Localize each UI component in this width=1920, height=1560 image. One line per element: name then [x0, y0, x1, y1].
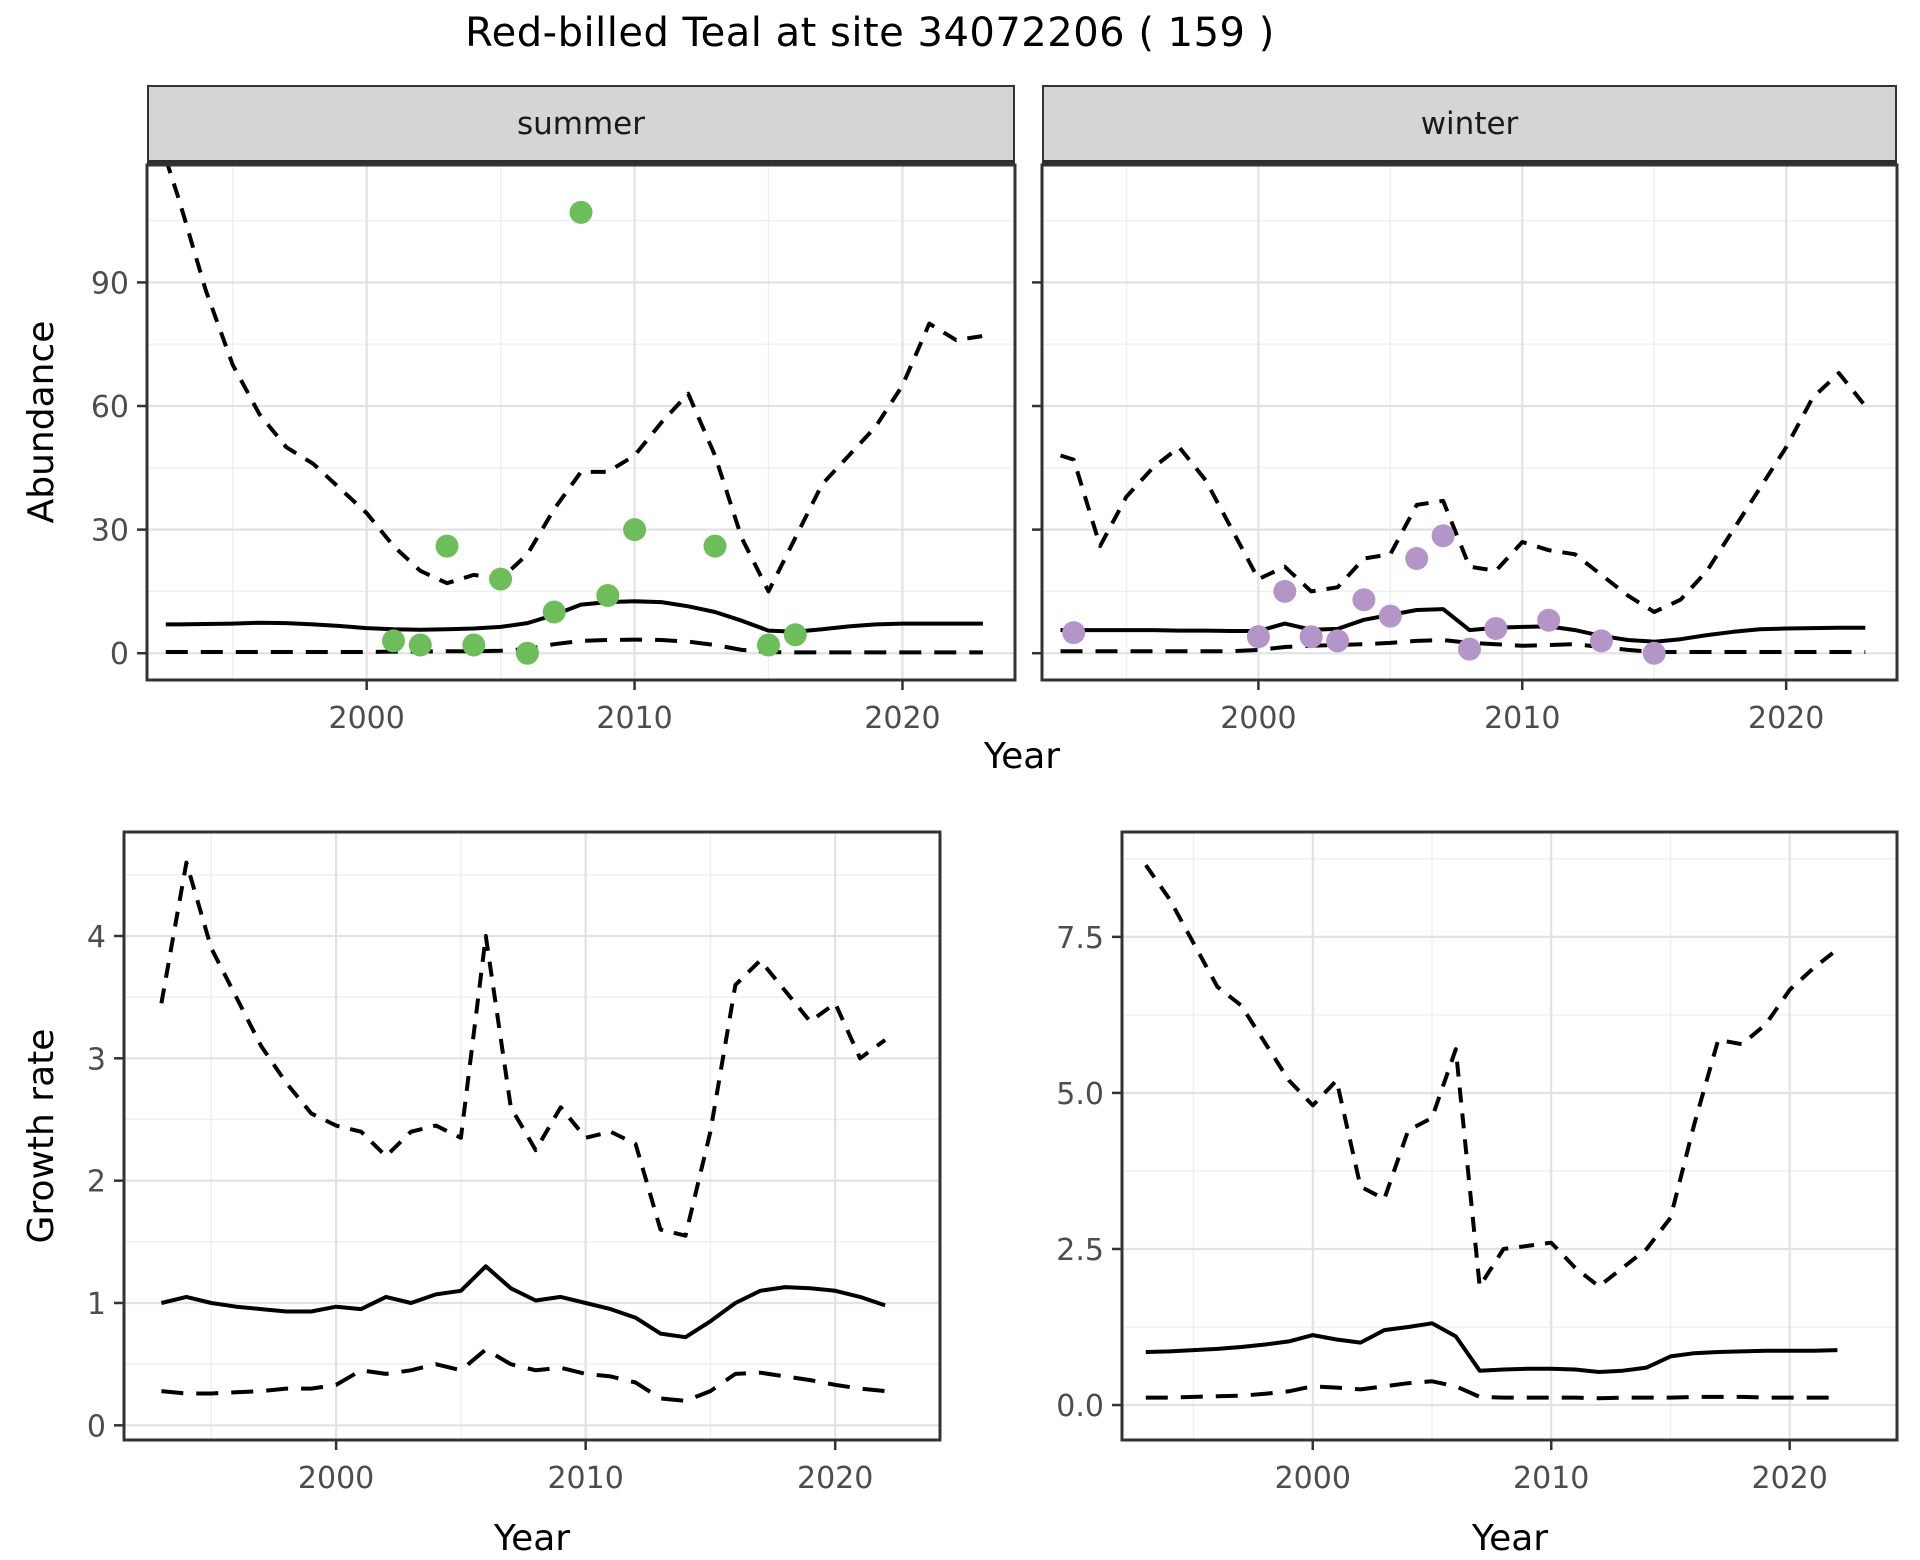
chart-title: Red-billed Teal at site 34072206 ( 159 ) [465, 10, 1275, 56]
data-point [569, 200, 593, 224]
data-point [1589, 629, 1613, 653]
data-point [1537, 608, 1561, 632]
panel-background [147, 165, 1015, 680]
data-point [596, 584, 620, 607]
y-tick-label: 2.5 [1056, 1233, 1104, 1268]
y-tick-label: 4 [87, 920, 106, 955]
x-tick-label: 2020 [1748, 701, 1824, 736]
line-ci-lower [1145, 1379, 1838, 1401]
data-point [1458, 637, 1481, 661]
panel-border [122, 830, 942, 1442]
panel-border [1040, 163, 1899, 682]
y-tick-label: 0 [110, 637, 129, 672]
data-point [623, 518, 647, 542]
line-ci-lower [161, 1347, 886, 1403]
panel-background [1042, 165, 1897, 680]
data-point [1378, 604, 1402, 628]
panel-border [145, 163, 1017, 682]
data-point [757, 633, 780, 657]
x-tick-label: 2000 [1220, 701, 1296, 736]
facet-strip-winter: winter [1042, 85, 1897, 165]
panel-background [1122, 832, 1897, 1440]
x-tick-label: 2020 [1752, 1461, 1828, 1496]
facet-strip-summer: summer [147, 85, 1015, 165]
x-tick-label: 2000 [1275, 1461, 1351, 1496]
data-point [1062, 621, 1086, 645]
data-point [783, 623, 807, 647]
data-point [408, 633, 432, 657]
y-tick-label: 30 [91, 514, 129, 549]
panel-abundance-summer: 2000 2010 2020 0 30 60 90 [91, 163, 1017, 736]
line-ci-lower [165, 637, 983, 655]
x-axis-title-year-growth: Year [493, 1518, 571, 1559]
data-point [703, 534, 727, 558]
y-tick-label: 60 [91, 390, 129, 425]
data-point [1352, 588, 1376, 612]
line-median [165, 599, 983, 634]
y-tick-label: 0 [87, 1409, 106, 1444]
x-axis-title-year-ws: Year [1471, 1518, 1549, 1559]
data-point [1326, 629, 1350, 653]
y-tick-label: 2 [87, 1165, 106, 1200]
data-point [1642, 641, 1666, 665]
x-tick-label: 2000 [298, 1461, 374, 1496]
panel-background [124, 832, 940, 1440]
line-median [1145, 1321, 1838, 1374]
x-axis-title-year-top: Year [983, 736, 1061, 777]
panel-border [1120, 830, 1899, 1442]
line-ci-upper [1059, 371, 1867, 614]
panel-abundance-winter: 2000 2010 2020 [1032, 163, 1899, 736]
y-tick-label: 0.0 [1056, 1389, 1104, 1424]
x-tick-label: 2020 [864, 701, 940, 736]
data-point [1246, 625, 1270, 649]
line-ci-upper [159, 860, 887, 1238]
line-median [1060, 607, 1866, 644]
data-point [1299, 625, 1323, 649]
data-point [435, 534, 459, 558]
x-tick-label: 2020 [797, 1461, 873, 1496]
data-point [1273, 579, 1297, 603]
data-point [382, 629, 405, 653]
line-ci-upper [1144, 863, 1839, 1289]
y-tick-label: 3 [87, 1042, 106, 1077]
data-point [542, 600, 566, 624]
data-point [1484, 617, 1508, 640]
line-ci-lower [1060, 638, 1866, 654]
data-point [515, 641, 539, 665]
panel-ws-ratio: 2000 2010 2020 0.0 2.5 5.0 7.5 [1056, 830, 1899, 1496]
line-ci-upper [165, 165, 984, 594]
data-point [1431, 524, 1455, 548]
line-median [160, 1264, 886, 1340]
x-tick-label: 2000 [328, 701, 404, 736]
data-point [1405, 547, 1429, 570]
data-point [462, 633, 486, 657]
x-tick-label: 2010 [1513, 1461, 1589, 1496]
y-tick-label: 1 [87, 1287, 106, 1322]
data-point [489, 567, 513, 591]
x-tick-label: 2010 [596, 701, 672, 736]
x-tick-label: 2010 [547, 1461, 623, 1496]
facet-strip-summer-label: summer [516, 105, 645, 142]
x-tick-label: 2010 [1484, 701, 1560, 736]
y-tick-label: 5.0 [1056, 1077, 1104, 1112]
panel-growth-rate: 2000 2010 2020 0 1 2 3 4 [87, 830, 942, 1496]
facet-strip-winter-label: winter [1420, 105, 1519, 142]
y-tick-label: 90 [91, 266, 129, 301]
y-tick-label: 7.5 [1056, 921, 1104, 956]
